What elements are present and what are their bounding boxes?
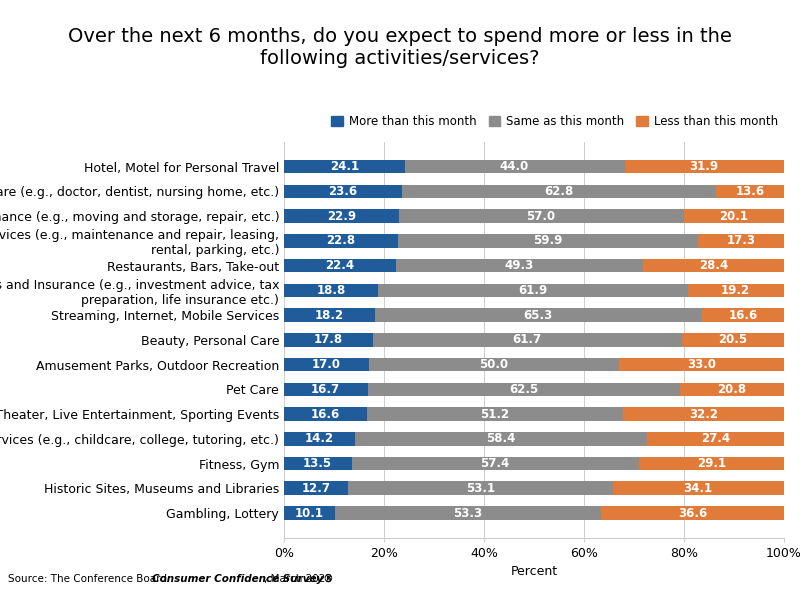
Text: 62.8: 62.8 <box>544 185 574 198</box>
Text: 57.4: 57.4 <box>480 457 510 470</box>
Bar <box>284 184 402 198</box>
Bar <box>284 432 355 446</box>
Bar <box>284 407 367 421</box>
Bar <box>284 309 375 322</box>
Bar <box>284 209 398 223</box>
Text: 13.6: 13.6 <box>735 185 765 198</box>
Bar <box>284 457 351 470</box>
Bar <box>698 234 784 248</box>
Text: 10.1: 10.1 <box>294 506 324 519</box>
Bar <box>378 284 687 297</box>
Bar <box>647 432 784 446</box>
Bar <box>396 259 642 272</box>
Text: 22.9: 22.9 <box>326 210 356 223</box>
Text: 16.6: 16.6 <box>728 309 758 322</box>
Text: 12.7: 12.7 <box>302 482 330 495</box>
Bar <box>619 358 784 371</box>
Text: 49.3: 49.3 <box>505 259 534 272</box>
Bar <box>373 333 682 347</box>
Text: 57.0: 57.0 <box>526 210 555 223</box>
Text: 50.0: 50.0 <box>479 358 509 371</box>
Text: 53.3: 53.3 <box>453 506 482 519</box>
Text: 58.4: 58.4 <box>486 432 516 445</box>
Text: 20.5: 20.5 <box>718 333 747 346</box>
Text: 17.3: 17.3 <box>726 235 755 248</box>
Bar <box>683 209 784 223</box>
Bar <box>284 382 367 396</box>
Text: 20.8: 20.8 <box>718 383 746 396</box>
Text: 31.9: 31.9 <box>690 160 719 173</box>
Text: 19.2: 19.2 <box>721 284 750 297</box>
Text: 22.4: 22.4 <box>326 259 354 272</box>
Bar <box>284 358 369 371</box>
Bar <box>284 234 398 248</box>
Text: Over the next 6 months, do you expect to spend more or less in the
following act: Over the next 6 months, do you expect to… <box>68 27 732 67</box>
Text: 65.3: 65.3 <box>524 309 553 322</box>
Text: 16.7: 16.7 <box>311 383 340 396</box>
Bar <box>623 407 784 421</box>
Bar <box>334 506 601 520</box>
Text: 17.0: 17.0 <box>312 358 341 371</box>
Bar <box>284 482 347 495</box>
Text: 32.2: 32.2 <box>689 408 718 421</box>
Bar <box>375 309 702 322</box>
Bar <box>398 209 683 223</box>
Text: 62.5: 62.5 <box>509 383 538 396</box>
Bar <box>351 457 638 470</box>
Text: 22.8: 22.8 <box>326 235 355 248</box>
Bar <box>284 506 334 520</box>
Text: , March 2023: , March 2023 <box>264 574 332 584</box>
Bar <box>680 382 784 396</box>
Bar <box>405 160 625 173</box>
Text: 16.6: 16.6 <box>311 408 340 421</box>
Text: 34.1: 34.1 <box>684 482 713 495</box>
Text: Consumer Confidence Survey®: Consumer Confidence Survey® <box>152 574 334 584</box>
Bar <box>601 506 784 520</box>
Text: 53.1: 53.1 <box>466 482 495 495</box>
Bar <box>402 184 716 198</box>
Text: 14.2: 14.2 <box>305 432 334 445</box>
Text: 28.4: 28.4 <box>699 259 728 272</box>
Bar <box>284 259 396 272</box>
Text: 61.9: 61.9 <box>518 284 547 297</box>
Text: 18.2: 18.2 <box>315 309 344 322</box>
Legend: More than this month, Same as this month, Less than this month: More than this month, Same as this month… <box>331 115 778 128</box>
Text: 27.4: 27.4 <box>701 432 730 445</box>
Bar <box>398 234 698 248</box>
Bar <box>682 333 784 347</box>
Bar <box>702 309 785 322</box>
Bar <box>284 284 378 297</box>
Bar <box>284 333 373 347</box>
Text: 44.0: 44.0 <box>500 160 529 173</box>
X-axis label: Percent: Percent <box>510 566 558 579</box>
Text: 24.1: 24.1 <box>330 160 359 173</box>
Text: 20.1: 20.1 <box>719 210 748 223</box>
Text: 23.6: 23.6 <box>329 185 358 198</box>
Text: 36.6: 36.6 <box>678 506 707 519</box>
Bar <box>369 358 619 371</box>
Text: 33.0: 33.0 <box>687 358 716 371</box>
Text: 29.1: 29.1 <box>697 457 726 470</box>
Bar <box>642 259 785 272</box>
Bar <box>613 482 783 495</box>
Bar <box>355 432 647 446</box>
Bar <box>367 407 623 421</box>
Bar <box>284 160 405 173</box>
Text: 51.2: 51.2 <box>481 408 510 421</box>
Bar <box>347 482 613 495</box>
Bar <box>625 160 784 173</box>
Bar <box>367 382 680 396</box>
Bar <box>716 184 784 198</box>
Bar <box>638 457 784 470</box>
Bar <box>687 284 783 297</box>
Text: 13.5: 13.5 <box>303 457 332 470</box>
Text: Source: The Conference Board: Source: The Conference Board <box>8 574 177 584</box>
Text: 17.8: 17.8 <box>314 333 343 346</box>
Text: 18.8: 18.8 <box>316 284 346 297</box>
Text: 61.7: 61.7 <box>513 333 542 346</box>
Text: 59.9: 59.9 <box>533 235 562 248</box>
